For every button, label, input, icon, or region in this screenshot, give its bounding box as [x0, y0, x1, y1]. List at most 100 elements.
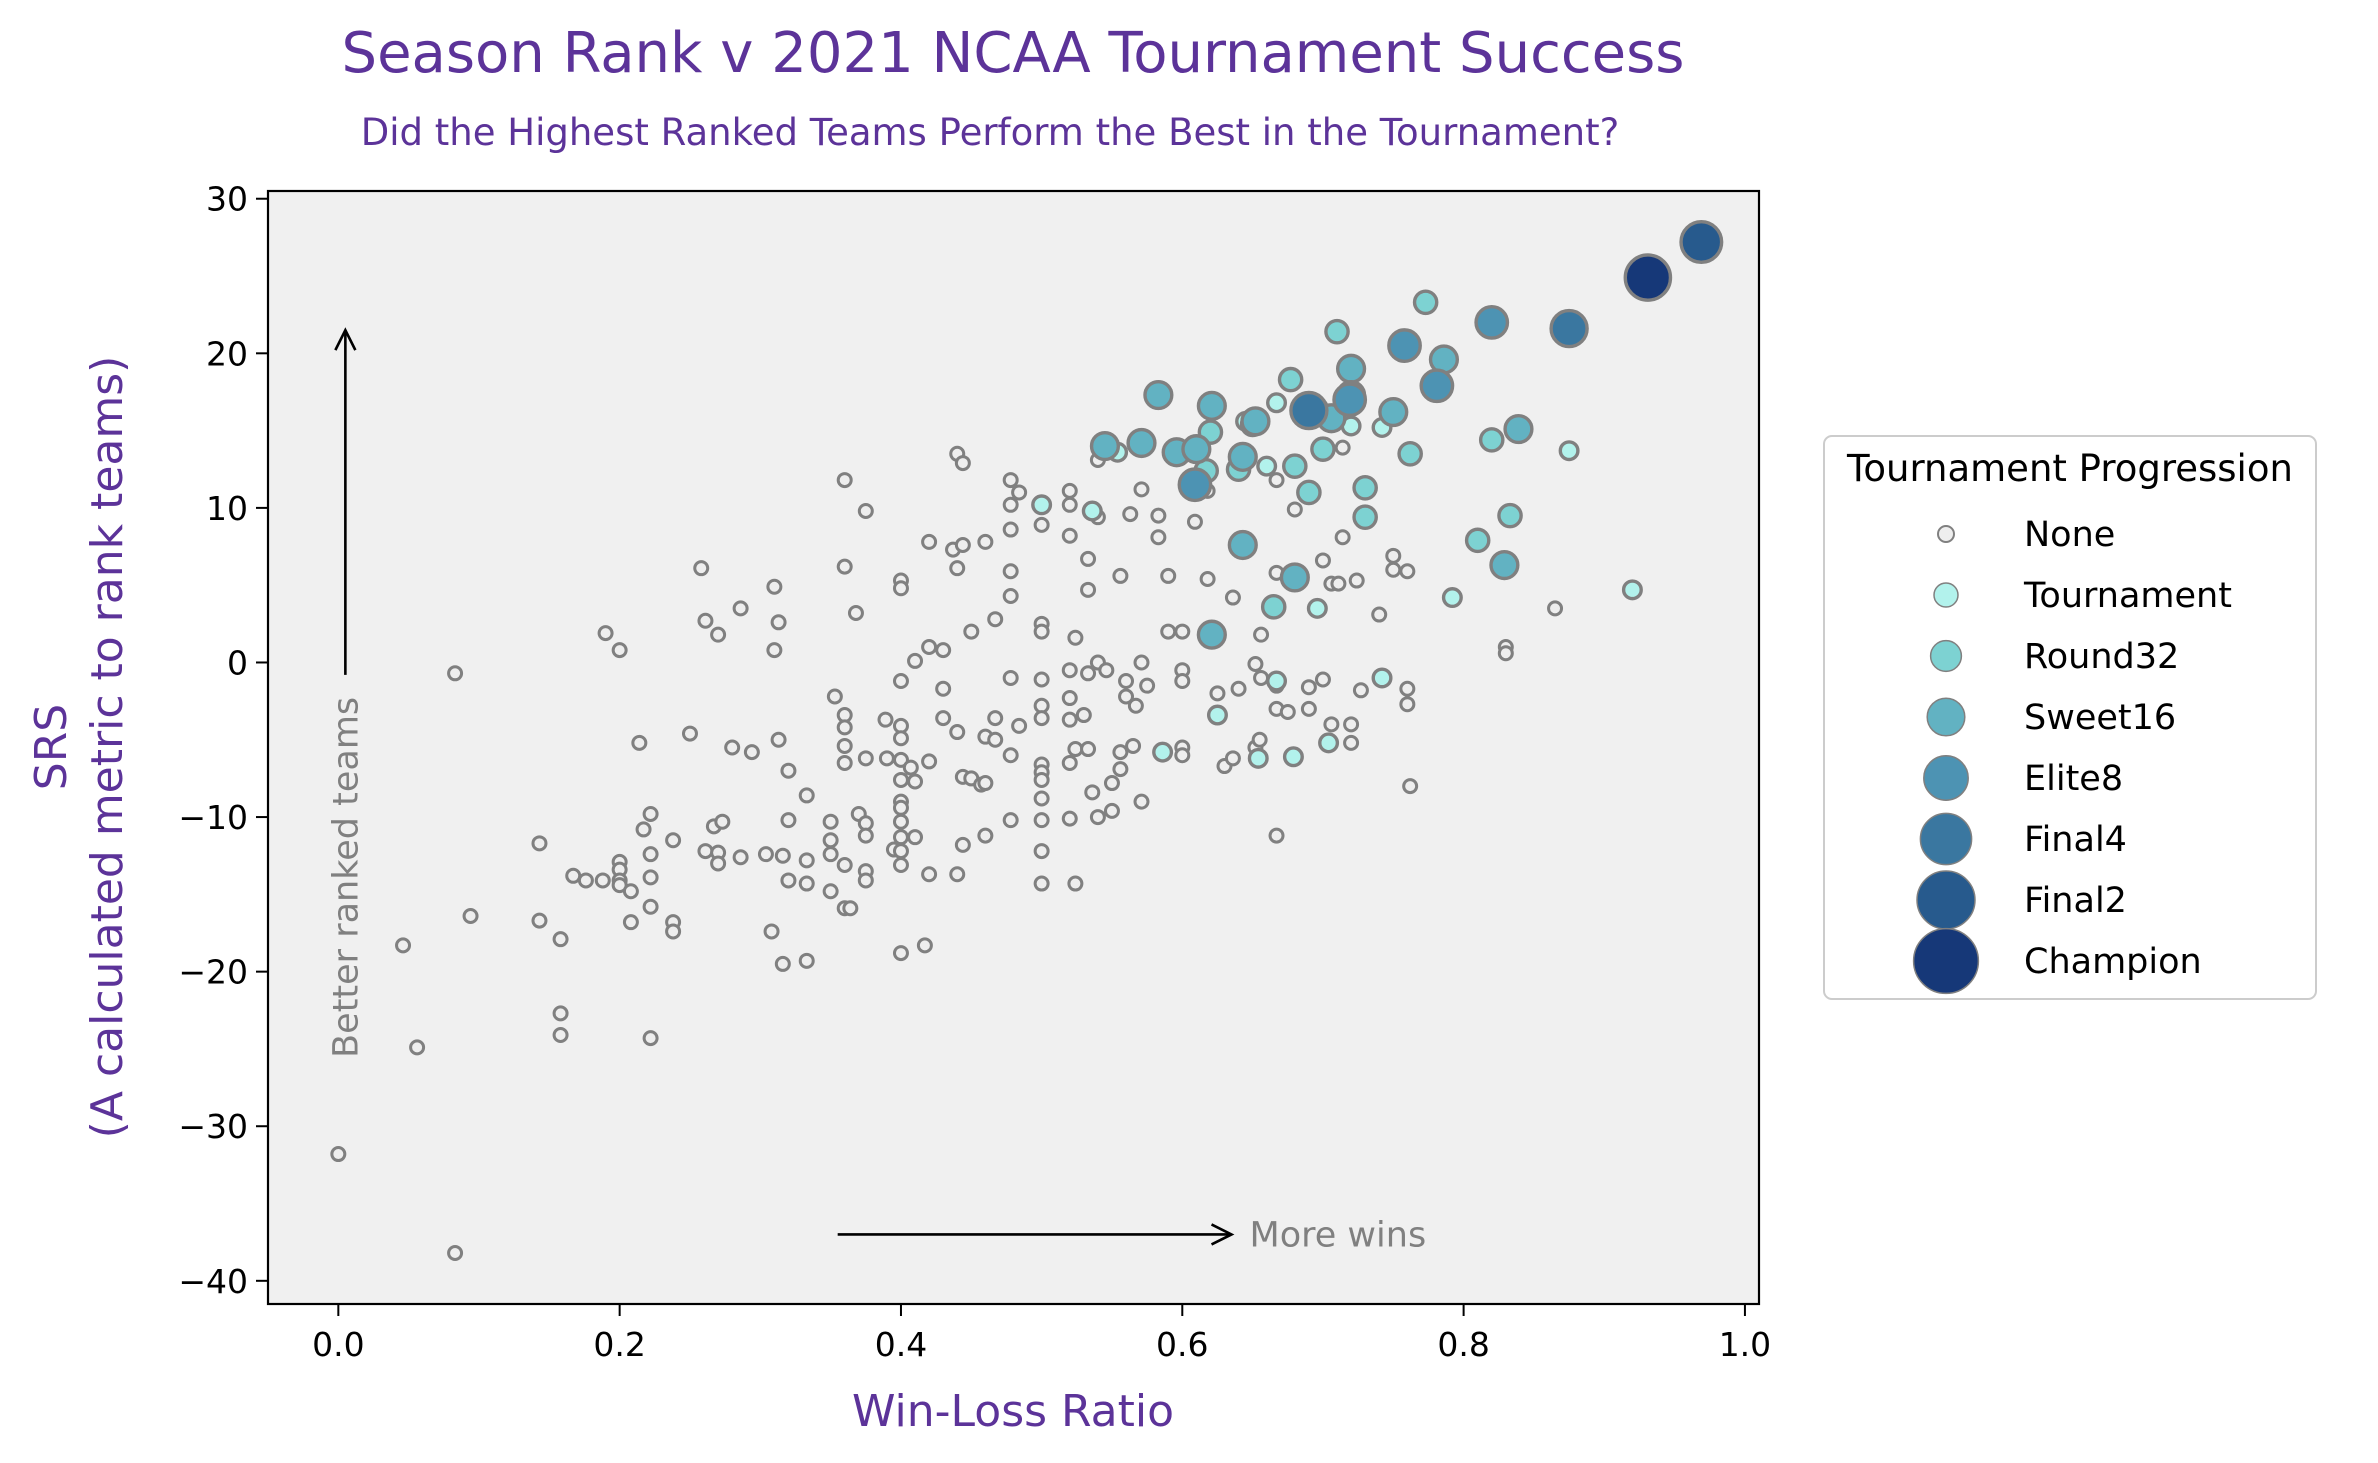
data-point-none [1112, 761, 1129, 778]
data-point-none [1160, 567, 1177, 584]
data-point-none [949, 560, 966, 577]
data-point-none [987, 710, 1004, 727]
data-point-none [1061, 711, 1078, 728]
data-point-none [552, 931, 569, 948]
data-point-none [987, 731, 1004, 748]
data-point-none [780, 812, 797, 829]
data-point-none [836, 856, 853, 873]
data-point-none [857, 827, 874, 844]
data-point-sweet16 [1240, 406, 1271, 437]
data-point-none [1402, 778, 1419, 795]
data-point-none [1080, 550, 1097, 567]
data-point-none [1209, 685, 1226, 702]
data-point-none [447, 665, 464, 682]
data-point-none [635, 821, 652, 838]
data-point-none [1127, 697, 1144, 714]
data-point-none [892, 580, 909, 597]
data-point-none [892, 945, 909, 962]
data-point-tournament [1318, 732, 1340, 754]
data-point-none [921, 753, 938, 770]
data-point-none [409, 1039, 426, 1056]
data-point-none [836, 558, 853, 575]
data-point-none [1002, 472, 1019, 489]
data-point-none [826, 688, 843, 705]
data-point-none [732, 849, 749, 866]
data-point-none [1224, 589, 1241, 606]
data-point-none [836, 719, 853, 736]
x-arrow-label: More wins [1250, 1215, 1427, 1255]
data-point-tournament [1621, 579, 1643, 601]
data-point-none [892, 856, 909, 873]
data-point-none [1061, 754, 1078, 771]
data-point-none [1133, 793, 1150, 810]
y-tick-label: −30 [178, 1107, 248, 1146]
data-point-sweet16 [1227, 441, 1258, 472]
data-point-none [1314, 552, 1331, 569]
data-point-none [1323, 716, 1340, 733]
legend-label-final2: Final2 [2024, 881, 2127, 921]
data-point-round32 [1324, 318, 1350, 345]
data-point-none [710, 626, 727, 643]
legend-label-elite8: Elite8 [2024, 759, 2123, 799]
data-point-none [1033, 771, 1050, 788]
data-point-none [1033, 790, 1050, 807]
data-point-none [531, 912, 548, 929]
data-point-sweet16 [1181, 434, 1212, 465]
data-point-none [780, 762, 797, 779]
data-point-none [552, 1005, 569, 1022]
data-point-none [1348, 572, 1365, 589]
data-point-none [1002, 669, 1019, 686]
data-point-none [757, 846, 774, 863]
data-point-none [766, 642, 783, 659]
data-point-none [1118, 688, 1135, 705]
data-point-round32 [1277, 366, 1304, 393]
data-point-none [1080, 741, 1097, 758]
data-point-none [330, 1146, 347, 1163]
legend-title: Tournament Progression [1846, 447, 2293, 490]
data-point-none [693, 560, 710, 577]
data-point-none [1399, 563, 1416, 580]
y-tick-label: 10 [206, 489, 248, 528]
data-point-none [1033, 875, 1050, 892]
data-point-none [1253, 626, 1270, 643]
data-point-none [1300, 700, 1317, 717]
data-point-none [743, 744, 760, 761]
data-point-none [1112, 567, 1129, 584]
data-point-none [1067, 875, 1084, 892]
data-point-none [552, 1027, 569, 1044]
data-point-sweet16 [1227, 529, 1258, 561]
x-tick-label: 1.0 [1719, 1325, 1771, 1364]
annotations: More wins Better ranked teams [326, 327, 1427, 1255]
data-point-none [878, 750, 895, 767]
data-point-none [1122, 506, 1139, 523]
data-point-none [902, 759, 919, 776]
data-point-none [892, 843, 909, 860]
data-point-none [836, 472, 853, 489]
y-axis: −40 −30 −20 −10 0 10 20 30 [178, 180, 268, 1301]
data-point-final2 [1679, 220, 1724, 265]
legend-marker-final2 [1916, 870, 1976, 930]
data-point-tournament [1266, 392, 1288, 414]
y-axis-label: SRS [26, 704, 77, 790]
data-point-none [1061, 662, 1078, 679]
x-tick-label: 0.2 [593, 1325, 645, 1364]
data-point-sweet16 [1126, 427, 1157, 459]
data-point-none [1199, 571, 1216, 588]
data-point-tournament [1558, 440, 1580, 462]
data-point-elite8 [1474, 304, 1510, 340]
data-point-none [1061, 527, 1078, 544]
data-point-elite8 [1332, 382, 1368, 418]
data-point-none [1098, 662, 1115, 679]
data-point-champion [1623, 253, 1673, 302]
data-point-none [724, 739, 741, 756]
data-point-none [1334, 529, 1351, 546]
data-point-none [916, 937, 933, 954]
data-point-none [395, 937, 412, 954]
data-point-final4 [1289, 390, 1329, 431]
data-point-none [1125, 737, 1142, 754]
data-point-none [1230, 680, 1247, 697]
legend-label-none: None [2024, 515, 2115, 555]
data-point-none [462, 907, 479, 924]
plot-frame [266, 189, 1761, 1306]
